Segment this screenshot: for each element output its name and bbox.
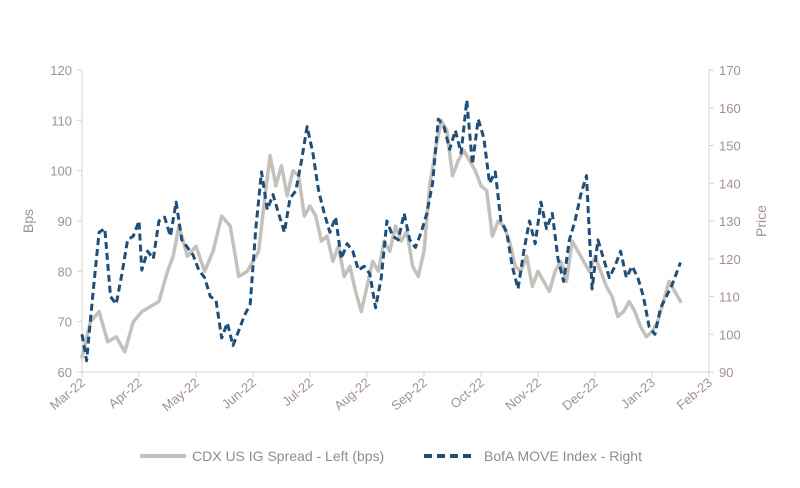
x-tick-label: Nov-22 bbox=[502, 375, 544, 413]
x-tick-label: Mar-22 bbox=[47, 375, 88, 413]
right-axis-ticks: 90 100 110 120 130 140 150 160 170 bbox=[709, 63, 741, 380]
x-tick-label: Sep-22 bbox=[388, 375, 430, 413]
legend: CDX US IG Spread - Left (bps) BofA MOVE … bbox=[140, 448, 642, 464]
left-tick-label: 90 bbox=[58, 214, 72, 229]
left-tick-label: 60 bbox=[58, 365, 72, 380]
x-tick-label: Apr-22 bbox=[105, 375, 145, 412]
x-tick-label: May-22 bbox=[159, 375, 202, 414]
right-tick-label: 140 bbox=[719, 176, 741, 191]
right-tick-label: 120 bbox=[719, 252, 741, 267]
left-tick-label: 70 bbox=[58, 315, 72, 330]
right-axis-title: Price bbox=[753, 205, 769, 237]
x-tick-label: Jan-23 bbox=[618, 375, 658, 412]
left-axis-title: Bps bbox=[20, 209, 36, 233]
legend-label-cdx: CDX US IG Spread - Left (bps) bbox=[192, 448, 384, 464]
x-tick-label: Feb-23 bbox=[674, 375, 715, 413]
right-tick-label: 150 bbox=[719, 139, 741, 154]
right-tick-label: 90 bbox=[719, 365, 733, 380]
left-tick-label: 100 bbox=[50, 164, 72, 179]
right-tick-label: 100 bbox=[719, 327, 741, 342]
right-tick-label: 130 bbox=[719, 214, 741, 229]
x-tick-label: Oct-22 bbox=[447, 375, 487, 412]
series-line-cdx-us-ig-spread bbox=[80, 118, 683, 359]
series-layer bbox=[80, 98, 683, 363]
left-axis-ticks: 60 70 80 90 100 110 120 bbox=[50, 63, 82, 380]
x-axis-ticks: Mar-22 Apr-22 May-22 Jun-22 Jul-22 Aug-22 Sep-… bbox=[47, 372, 715, 414]
x-tick-label: Jun-22 bbox=[219, 375, 259, 412]
right-tick-label: 160 bbox=[719, 101, 741, 116]
x-tick-label: Aug-22 bbox=[331, 375, 373, 413]
right-tick-label: 110 bbox=[719, 290, 740, 305]
x-tick-label: Jul-22 bbox=[279, 375, 316, 409]
legend-label-move: BofA MOVE Index - Right bbox=[484, 448, 642, 464]
right-tick-label: 170 bbox=[719, 63, 741, 78]
series-line-bofa-move-index bbox=[80, 98, 682, 363]
left-tick-label: 80 bbox=[58, 264, 72, 279]
left-tick-label: 110 bbox=[51, 113, 72, 128]
x-tick-label: Dec-22 bbox=[559, 375, 601, 413]
left-tick-label: 120 bbox=[50, 63, 72, 78]
